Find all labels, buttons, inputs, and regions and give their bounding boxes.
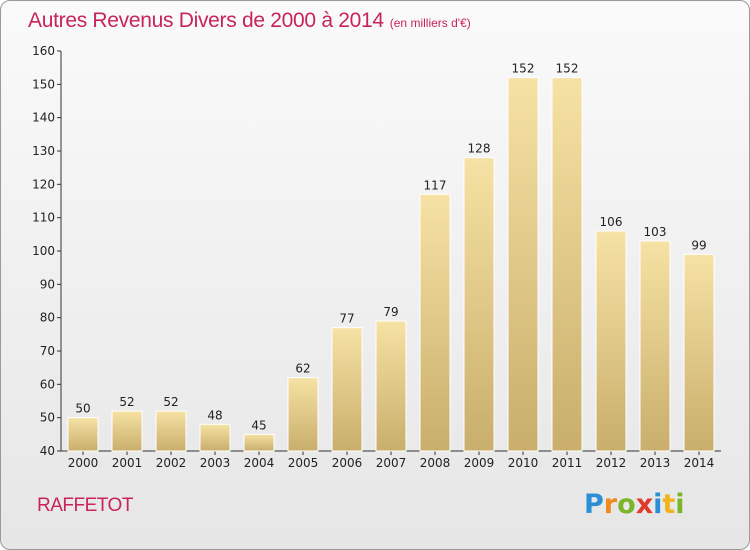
y-tick-label: 40 bbox=[40, 444, 55, 458]
y-tick-label: 70 bbox=[40, 344, 55, 358]
x-tick-label: 2009 bbox=[464, 456, 495, 470]
chart-bars bbox=[67, 77, 715, 452]
logo-letter: i bbox=[675, 489, 685, 520]
x-tick-label: 2002 bbox=[156, 456, 187, 470]
data-label: 48 bbox=[207, 408, 222, 422]
logo-letter: t bbox=[662, 489, 676, 520]
y-tick-label: 100 bbox=[32, 244, 55, 258]
logo-letter: x bbox=[635, 489, 654, 520]
y-tick-label: 50 bbox=[40, 411, 55, 425]
y-tick-label: 140 bbox=[32, 111, 55, 125]
data-label: 103 bbox=[644, 225, 667, 239]
data-label: 152 bbox=[556, 62, 579, 76]
bar-2012 bbox=[595, 230, 627, 452]
bar-2013 bbox=[639, 240, 671, 452]
bar-2008 bbox=[419, 193, 451, 452]
data-label: 99 bbox=[691, 238, 706, 252]
data-label: 128 bbox=[468, 142, 491, 156]
x-tick-label: 2000 bbox=[68, 456, 99, 470]
data-label: 152 bbox=[512, 62, 535, 76]
chart-subtitle: (en milliers d'€) bbox=[389, 16, 471, 30]
bar-2009 bbox=[463, 157, 495, 452]
x-tick-label: 2004 bbox=[244, 456, 275, 470]
x-tick-label: 2001 bbox=[112, 456, 143, 470]
data-label: 62 bbox=[295, 362, 310, 376]
data-label: 45 bbox=[251, 418, 266, 432]
y-tick-label: 120 bbox=[32, 177, 55, 191]
x-tick-label: 2008 bbox=[420, 456, 451, 470]
logo-letter: i bbox=[653, 489, 663, 520]
x-tick-label: 2006 bbox=[332, 456, 363, 470]
data-label: 77 bbox=[339, 312, 354, 326]
place-name: RAFFETOT bbox=[37, 495, 133, 516]
bar-2001 bbox=[111, 410, 143, 452]
data-label: 52 bbox=[163, 395, 178, 409]
logo-letter: r bbox=[603, 489, 618, 520]
bar-2006 bbox=[331, 327, 363, 452]
proxiti-logo: Proxiti bbox=[584, 489, 685, 520]
data-label: 106 bbox=[600, 215, 623, 229]
y-tick-label: 60 bbox=[40, 377, 55, 391]
logo-letter: o bbox=[617, 489, 636, 520]
x-tick-label: 2011 bbox=[552, 456, 583, 470]
x-tick-label: 2014 bbox=[684, 456, 715, 470]
y-tick-label: 80 bbox=[40, 311, 55, 325]
chart-title: Autres Revenus Divers de 2000 à 2014 (en … bbox=[28, 9, 471, 33]
x-tick-label: 2010 bbox=[508, 456, 539, 470]
bar-2005 bbox=[287, 377, 319, 452]
y-tick-label: 110 bbox=[32, 211, 55, 225]
bar-2007 bbox=[375, 320, 407, 452]
y-tick-label: 130 bbox=[32, 144, 55, 158]
bar-2003 bbox=[199, 423, 231, 452]
y-tick-label: 160 bbox=[32, 44, 55, 58]
data-label: 117 bbox=[424, 178, 447, 192]
chart-labels: 2000 50 2001 52 2002 52 2003 48 2004 45 2005 62 2006… bbox=[68, 62, 715, 470]
bar-2000 bbox=[67, 417, 99, 452]
x-tick-label: 2003 bbox=[200, 456, 231, 470]
data-label: 79 bbox=[383, 305, 398, 319]
bar-2011 bbox=[551, 77, 583, 452]
x-tick-label: 2007 bbox=[376, 456, 407, 470]
x-tick-label: 2013 bbox=[640, 456, 671, 470]
chart-title-text: Autres Revenus Divers de 2000 à 2014 bbox=[28, 9, 384, 32]
bar-2014 bbox=[683, 253, 715, 452]
x-tick-label: 2012 bbox=[596, 456, 627, 470]
y-tick-label: 150 bbox=[32, 77, 55, 91]
bar-2004 bbox=[243, 433, 275, 452]
bar-2010 bbox=[507, 77, 539, 452]
bar-2002 bbox=[155, 410, 187, 452]
logo-letter: P bbox=[584, 489, 604, 520]
data-label: 52 bbox=[119, 395, 134, 409]
y-tick-label: 90 bbox=[40, 277, 55, 291]
data-label: 50 bbox=[75, 402, 90, 416]
x-tick-label: 2005 bbox=[288, 456, 319, 470]
